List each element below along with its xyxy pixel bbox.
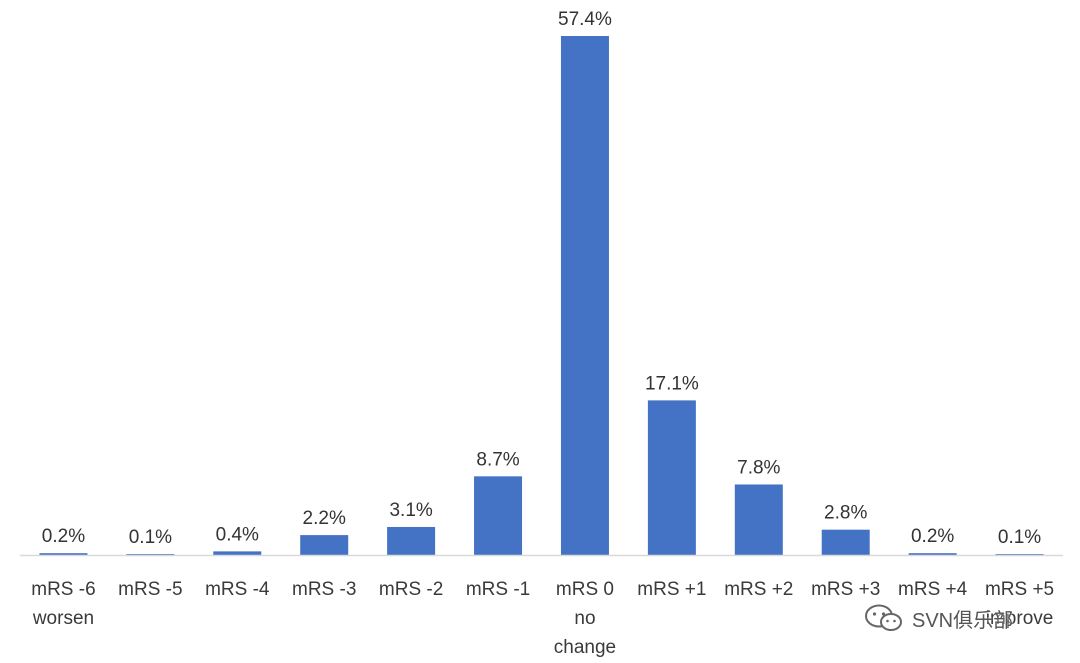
x-tick-label-8: mRS +2 bbox=[724, 579, 793, 600]
x-tick-label-line: mRS -4 bbox=[205, 579, 270, 600]
bar-5 bbox=[474, 476, 523, 555]
x-tick-label-1: mRS -5 bbox=[118, 579, 182, 600]
data-label-10: 0.2% bbox=[911, 526, 954, 547]
data-label-1: 0.1% bbox=[129, 527, 172, 548]
bar-10 bbox=[908, 553, 957, 555]
x-tick-label-line: worsen bbox=[32, 608, 94, 629]
bars-group bbox=[39, 36, 1044, 555]
x-tick-label-9: mRS +3 bbox=[811, 579, 880, 600]
bar-4 bbox=[387, 526, 436, 555]
x-tick-label-line: improve bbox=[986, 608, 1054, 629]
x-tick-label-6: mRS 0 no change bbox=[554, 579, 616, 658]
x-tick-label-line: mRS +4 bbox=[898, 579, 968, 600]
x-tick-label-3: mRS -3 bbox=[292, 579, 356, 600]
data-label-6: 57.4% bbox=[558, 9, 612, 30]
bar-1 bbox=[126, 554, 175, 555]
bar-2 bbox=[213, 551, 262, 555]
value-labels-group: 0.2% 0.1% 0.4% 2.2% 3.1% 8.7% 57.4% 17.1% 7.8% 2.… bbox=[42, 9, 1041, 548]
x-tick-label-7: mRS +1 bbox=[637, 579, 706, 600]
data-label-0: 0.2% bbox=[42, 526, 85, 547]
x-tick-label-line: mRS 0 bbox=[556, 579, 614, 600]
x-tick-label-line: mRS -1 bbox=[466, 579, 530, 600]
wechat-icon bbox=[865, 604, 902, 631]
x-tick-label-line: change bbox=[554, 637, 616, 658]
x-tick-label-line: mRS -6 bbox=[31, 579, 95, 600]
x-tick-label-line: mRS +1 bbox=[637, 579, 706, 600]
x-tick-label-line: mRS -2 bbox=[379, 579, 443, 600]
data-label-2: 0.4% bbox=[216, 524, 259, 545]
x-tick-label-line: mRS -5 bbox=[118, 579, 182, 600]
bar-9 bbox=[821, 529, 870, 555]
x-tick-label-4: mRS -2 bbox=[379, 579, 443, 600]
bar-3 bbox=[300, 535, 349, 555]
x-tick-label-10: mRS +4 bbox=[898, 579, 968, 600]
data-label-5: 8.7% bbox=[476, 449, 519, 470]
data-label-3: 2.2% bbox=[303, 508, 346, 529]
x-tick-label-0: mRS -6 worsen bbox=[31, 579, 95, 629]
watermark: SVN俱乐部 bbox=[864, 600, 1013, 636]
watermark-text: SVN俱乐部 bbox=[912, 609, 1014, 632]
bar-7 bbox=[647, 400, 696, 555]
x-tick-label-line: mRS +3 bbox=[811, 579, 880, 600]
data-label-11: 0.1% bbox=[998, 527, 1041, 548]
data-label-8: 7.8% bbox=[737, 457, 780, 478]
x-tick-labels-group: mRS -6 worsen mRS -5 mRS -4 mRS -3 mRS -2 mRS … bbox=[31, 579, 1054, 658]
x-tick-label-line: mRS +5 bbox=[985, 579, 1054, 600]
bar-6 bbox=[560, 36, 609, 555]
bar-11 bbox=[995, 554, 1044, 555]
x-tick-label-line: mRS -3 bbox=[292, 579, 356, 600]
data-label-9: 2.8% bbox=[824, 503, 867, 524]
x-tick-label-line: mRS +2 bbox=[724, 579, 793, 600]
bar-0 bbox=[39, 553, 88, 555]
data-label-7: 17.1% bbox=[645, 373, 699, 394]
data-label-4: 3.1% bbox=[389, 500, 432, 521]
x-tick-label-11: mRS +5 improve bbox=[985, 579, 1054, 629]
x-tick-label-2: mRS -4 bbox=[205, 579, 270, 600]
x-tick-label-5: mRS -1 bbox=[466, 579, 530, 600]
bar-8 bbox=[734, 484, 783, 555]
x-tick-label-line: no bbox=[574, 608, 595, 629]
